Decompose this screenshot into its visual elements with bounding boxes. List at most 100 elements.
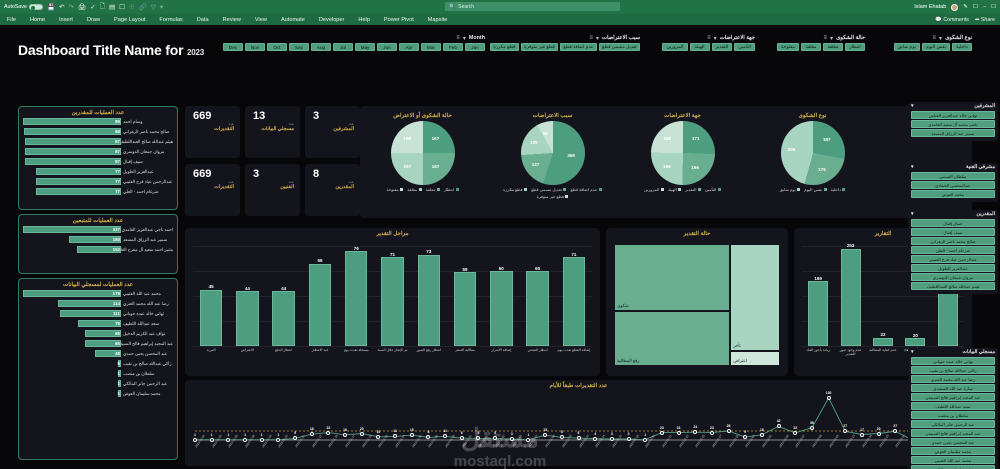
- rail-item[interactable]: جمال إقبال: [911, 219, 995, 227]
- print-icon[interactable]: 🖨: [77, 4, 87, 11]
- rail-group-0[interactable]: المشرفين ▾ تهاني خالد عبدالعزيز العباس ناصر…: [908, 102, 998, 141]
- tab-insert[interactable]: Insert: [58, 16, 73, 23]
- slicer-button[interactable]: May: [355, 43, 375, 51]
- rail-item[interactable]: سيف إقبال: [911, 228, 995, 236]
- user-name[interactable]: Islam Ehatab: [914, 4, 947, 10]
- multiselect-icon[interactable]: ≡: [823, 35, 828, 41]
- tab-home[interactable]: Home: [30, 16, 45, 23]
- slicer-buttons[interactable]: انتظار معلقة مغلقة مفتوحة: [760, 43, 865, 51]
- rail-item[interactable]: محمد سليمان العوض: [911, 447, 995, 455]
- tab-mapsite[interactable]: Mapsite: [427, 16, 448, 23]
- rail-item[interactable]: مروان جمعان الدوسري: [911, 273, 995, 281]
- format-painter-icon[interactable]: ✓: [90, 4, 96, 11]
- rail-item[interactable]: زاكي عبدالله صالح بن نقيب: [911, 366, 995, 374]
- slicer-button[interactable]: Feb: [443, 43, 463, 51]
- search-input[interactable]: 🔍 Search: [445, 2, 620, 11]
- slicer-button[interactable]: الهيئة: [689, 43, 710, 51]
- slicer-buttons[interactable]: داخلية نفس اليوم يوم سابق: [868, 43, 972, 51]
- rail-item[interactable]: ضرغام أحمد - العلي: [911, 246, 995, 254]
- slicer-buttons[interactable]: تعديل مسمى قطع عدم اضافة قطع قطع غير متوفر…: [490, 43, 640, 51]
- ribbon-tabs[interactable]: File Home Insert Draw Page Layout Formul…: [0, 14, 1000, 25]
- slicer-button[interactable]: Jan: [465, 43, 485, 51]
- slicer-buttons[interactable]: التأمين التقدير الهيئة المرورين: [645, 43, 755, 51]
- slicer-button[interactable]: Mar: [421, 43, 441, 51]
- slicer-button[interactable]: مغلقة: [801, 43, 821, 51]
- rail-item[interactable]: عبدالرحمن عياد فرح العتيبي: [911, 255, 995, 263]
- rail-item[interactable]: سلطان التميمي: [911, 172, 995, 180]
- avatar[interactable]: [951, 3, 959, 11]
- tab-file[interactable]: File: [7, 16, 17, 23]
- rail-item[interactable]: عبد المحسن يحيى حمدي: [911, 438, 995, 446]
- minimize-icon[interactable]: −: [982, 4, 987, 10]
- tab-review[interactable]: Review: [222, 16, 241, 23]
- rail-item[interactable]: محمد العوض: [911, 190, 995, 198]
- slicer-button[interactable]: Nov: [245, 43, 265, 51]
- save-icon[interactable]: 💾: [46, 4, 56, 11]
- slicer-1[interactable]: ≡ ▾ سبب الاعتراضات تعديل مسمى قطع عدم اضافة …: [490, 34, 640, 51]
- clear-filter-icon[interactable]: ▾: [830, 35, 834, 42]
- multiselect-icon[interactable]: ≡: [932, 35, 937, 41]
- slicer-button[interactable]: المرورين: [662, 43, 688, 51]
- rail-item[interactable]: عبدالمحسن الحمادي: [911, 181, 995, 189]
- multiselect-icon[interactable]: ≡: [707, 35, 711, 41]
- rail-item[interactable]: عبد المجيد إبراهيم فالح السبيعي: [911, 393, 995, 401]
- slicer-button[interactable]: قطع غير متوفرة: [520, 43, 559, 51]
- pen-icon[interactable]: ✎: [963, 4, 968, 10]
- clear-filter-icon[interactable]: ▾: [911, 349, 914, 355]
- clear-filter-icon[interactable]: ▾: [911, 164, 914, 170]
- rail-item[interactable]: سعد عبدالله اللطيف: [911, 402, 995, 410]
- rail-item[interactable]: عبدالعزيز الطويل: [911, 264, 995, 272]
- table-icon[interactable]: ▤: [108, 4, 116, 11]
- tab-developer[interactable]: Developer: [318, 16, 345, 23]
- rail-group-3[interactable]: مسجلي البيانات ▾ تهاني خالد عبده حوباني زاك…: [908, 348, 998, 469]
- slicer-3[interactable]: ≡ ▾ حالة الشكوى انتظار معلقة مغلقة مفتوحة: [760, 34, 865, 51]
- slicer-button[interactable]: Sep: [289, 43, 309, 51]
- slicer-buttons[interactable]: Jan Feb Mar Apr Jun May Jul Aug Sep Oct Nov Dec: [185, 43, 485, 51]
- slicer-button[interactable]: Apr: [399, 43, 419, 51]
- tab-formulas[interactable]: Formulas: [159, 16, 183, 23]
- slicer-button[interactable]: معلقة: [823, 43, 843, 51]
- rail-item[interactable]: عبد الرحمن جابر المالكي: [911, 420, 995, 428]
- slicer-button[interactable]: Oct: [267, 43, 287, 51]
- share-button[interactable]: ➦ Share: [974, 16, 995, 23]
- rail-item[interactable]: سارة عبد الله السعيدي: [911, 384, 995, 392]
- rail-item[interactable]: سلطان بن منصب: [911, 411, 995, 419]
- slicer-2[interactable]: ≡ ▾ جهة الاعتراضات التأمين التقدير الهيئة المر…: [645, 34, 755, 51]
- slicer-button[interactable]: انتظار: [845, 43, 865, 51]
- rail-item[interactable]: رضا عبد الله محمد العنزي: [911, 375, 995, 383]
- tab-data[interactable]: Data: [196, 16, 209, 23]
- slicer-button[interactable]: قطع مكررة: [490, 43, 519, 51]
- undo-icon[interactable]: ↶: [59, 4, 65, 11]
- clear-filter-icon[interactable]: ▾: [713, 35, 717, 42]
- slicer-button[interactable]: عدم اضافة قطع: [560, 43, 597, 51]
- touch-mode-icon[interactable]: ☉: [128, 4, 135, 11]
- rail-item[interactable]: تهاني خالد عبده حوباني: [911, 357, 995, 365]
- tab-automate[interactable]: Automate: [280, 16, 305, 23]
- quick-access-toolbar[interactable]: AutoSave 💾 ↶ ↷ 🖨 ✓ 🗋 ▤ ☐ ☉ 🔗 ▽ ▾: [4, 2, 163, 13]
- autosave-switch[interactable]: [28, 4, 43, 10]
- rail-group-1[interactable]: مشرفي الفنية ▾ سلطان التميمي عبدالمحسن الحم…: [908, 163, 998, 202]
- tab-help[interactable]: Help: [358, 16, 370, 23]
- tab-power-pivot[interactable]: Power Pivot: [383, 16, 414, 23]
- autosave-toggle[interactable]: AutoSave: [4, 4, 43, 10]
- rail-item[interactable]: ناصر محمد آل سعيد الغامدي: [911, 120, 995, 128]
- rail-item[interactable]: هيثم عبدالله صالح العبداللطيف: [911, 282, 995, 290]
- multiselect-icon[interactable]: ≡: [589, 35, 593, 41]
- rail-item[interactable]: عبد المجيد إبراهيم فالح السبيعي: [911, 429, 995, 437]
- slicer-button[interactable]: مفتوحة: [777, 43, 799, 51]
- camera-icon[interactable]: ☐: [119, 4, 125, 11]
- slicer-button[interactable]: التأمين: [734, 43, 755, 51]
- rail-item[interactable]: سمير عبد الرزاق المسعد: [911, 129, 995, 137]
- rail-item[interactable]: ذياب سليمان عبد الكريم: [911, 465, 995, 469]
- clear-filter-icon[interactable]: ▾: [911, 211, 914, 217]
- slicer-button[interactable]: تعديل مسمى قطع: [598, 43, 640, 51]
- link-icon[interactable]: 🔗: [138, 4, 147, 11]
- slicer-button[interactable]: داخلية: [952, 43, 972, 51]
- rail-group-2[interactable]: المقدرين ▾ جمال إقبال سيف إقبال صالح محمد نا…: [908, 210, 998, 294]
- clear-filter-icon[interactable]: ▾: [462, 35, 466, 42]
- comments-button[interactable]: 💬 Comments: [935, 16, 969, 23]
- new-file-icon[interactable]: 🗋: [99, 2, 105, 10]
- tab-draw[interactable]: Draw: [86, 16, 100, 23]
- clear-filter-icon[interactable]: ▾: [911, 103, 914, 109]
- slicer-button[interactable]: Aug: [311, 43, 331, 51]
